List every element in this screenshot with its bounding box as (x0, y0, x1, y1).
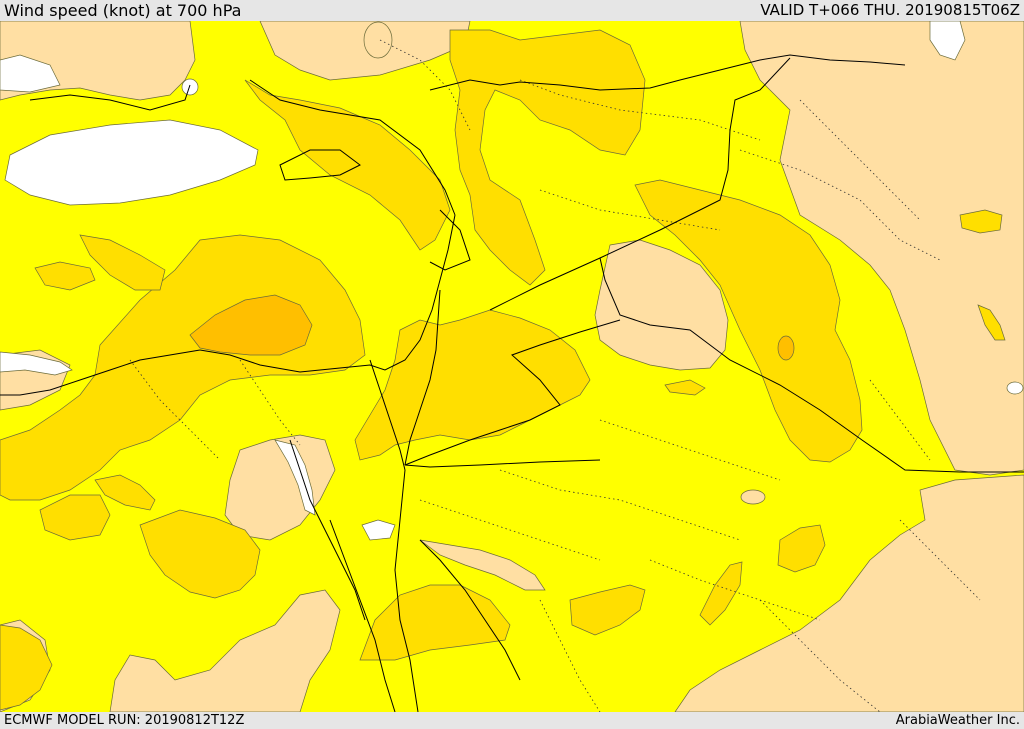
border-syria-iraq (489, 57, 791, 311)
coast-black-sea-south (29, 84, 191, 111)
low-wind-southeast (674, 474, 1024, 713)
ne-calm (929, 20, 966, 61)
low-wind-spot (740, 489, 766, 505)
border-turkey-syria (429, 54, 906, 91)
low-wind-egypt-south (109, 589, 341, 713)
coast-levant (199, 214, 456, 373)
high-wind-iraq-spot (777, 335, 795, 361)
mid-wind-egypt-far-sw (0, 624, 53, 711)
model-run-label: ECMWF MODEL RUN: 20190812T12Z (4, 713, 245, 728)
low-wind-spot-cyprus (363, 21, 393, 59)
header-bar: Wind speed (knot) at 700 hPa VALID T+066… (0, 0, 1024, 21)
credit-label: ArabiaWeather Inc. (895, 713, 1020, 728)
border-saudi-west (394, 469, 419, 713)
mid-wind-iraq-band (634, 179, 863, 463)
low-wind-iraq (594, 239, 729, 371)
low-wind-areas (0, 20, 1024, 713)
valid-time: VALID T+066 THU. 20190815T06Z (760, 1, 1020, 19)
coast-cyprus (279, 149, 361, 181)
low-wind-east (739, 20, 1024, 476)
gulf-of-suez-calm (274, 439, 316, 516)
wind-speed-map-svg (0, 20, 1024, 713)
gulf-calm-spot (1006, 381, 1024, 395)
mid-wind-egypt-coast (94, 474, 156, 511)
high-wind-core (189, 294, 313, 356)
west-calm (0, 351, 73, 376)
map-title: Wind speed (knot) at 700 hPa (4, 1, 242, 20)
coast-red-sea-west (289, 439, 366, 621)
mid-wind-sinai (139, 509, 261, 599)
mid-wind-saudi-east2 (699, 561, 743, 626)
mid-wind-saudi-nw (359, 584, 511, 661)
coast-turkey (249, 79, 456, 216)
mid-wind-saudi-center (569, 584, 646, 636)
mid-wind-saudi-east (777, 524, 826, 573)
border-jordan-saudi (404, 319, 621, 468)
footer-bar: ECMWF MODEL RUN: 20190812T12Z ArabiaWeat… (0, 712, 1024, 729)
black-sea-calm (4, 119, 259, 206)
mid-wind-northwest-strip (79, 234, 166, 291)
mid-wind-iraq-spot (664, 379, 706, 396)
province-boundaries (129, 39, 981, 713)
mid-wind-west-spot (34, 261, 96, 291)
coast-egypt-north (0, 349, 201, 396)
nw-calm-1 (0, 54, 61, 93)
mid-wind-east-small (959, 209, 1003, 234)
country-borders (0, 54, 1024, 713)
low-wind-north (259, 20, 471, 81)
border-israel-jordan (404, 289, 441, 466)
mid-wind-areas (0, 29, 1006, 711)
mid-wind-gulf-spot (977, 304, 1006, 341)
mid-wind-turkey (244, 79, 451, 251)
coast-red-sea-east (419, 539, 521, 681)
weather-map (0, 20, 1024, 713)
border-jordan-iraq (599, 257, 1024, 473)
mid-wind-syria-north (449, 29, 646, 286)
low-wind-redsea (419, 539, 546, 591)
aqaba-calm (361, 519, 396, 541)
border-egypt-israel (369, 359, 406, 471)
mid-wind-egypt-west (39, 494, 111, 541)
border-sinai (329, 519, 396, 713)
very-low-wind-areas (0, 20, 1024, 541)
nw-calm-2 (181, 78, 199, 96)
high-wind-areas (189, 294, 795, 361)
